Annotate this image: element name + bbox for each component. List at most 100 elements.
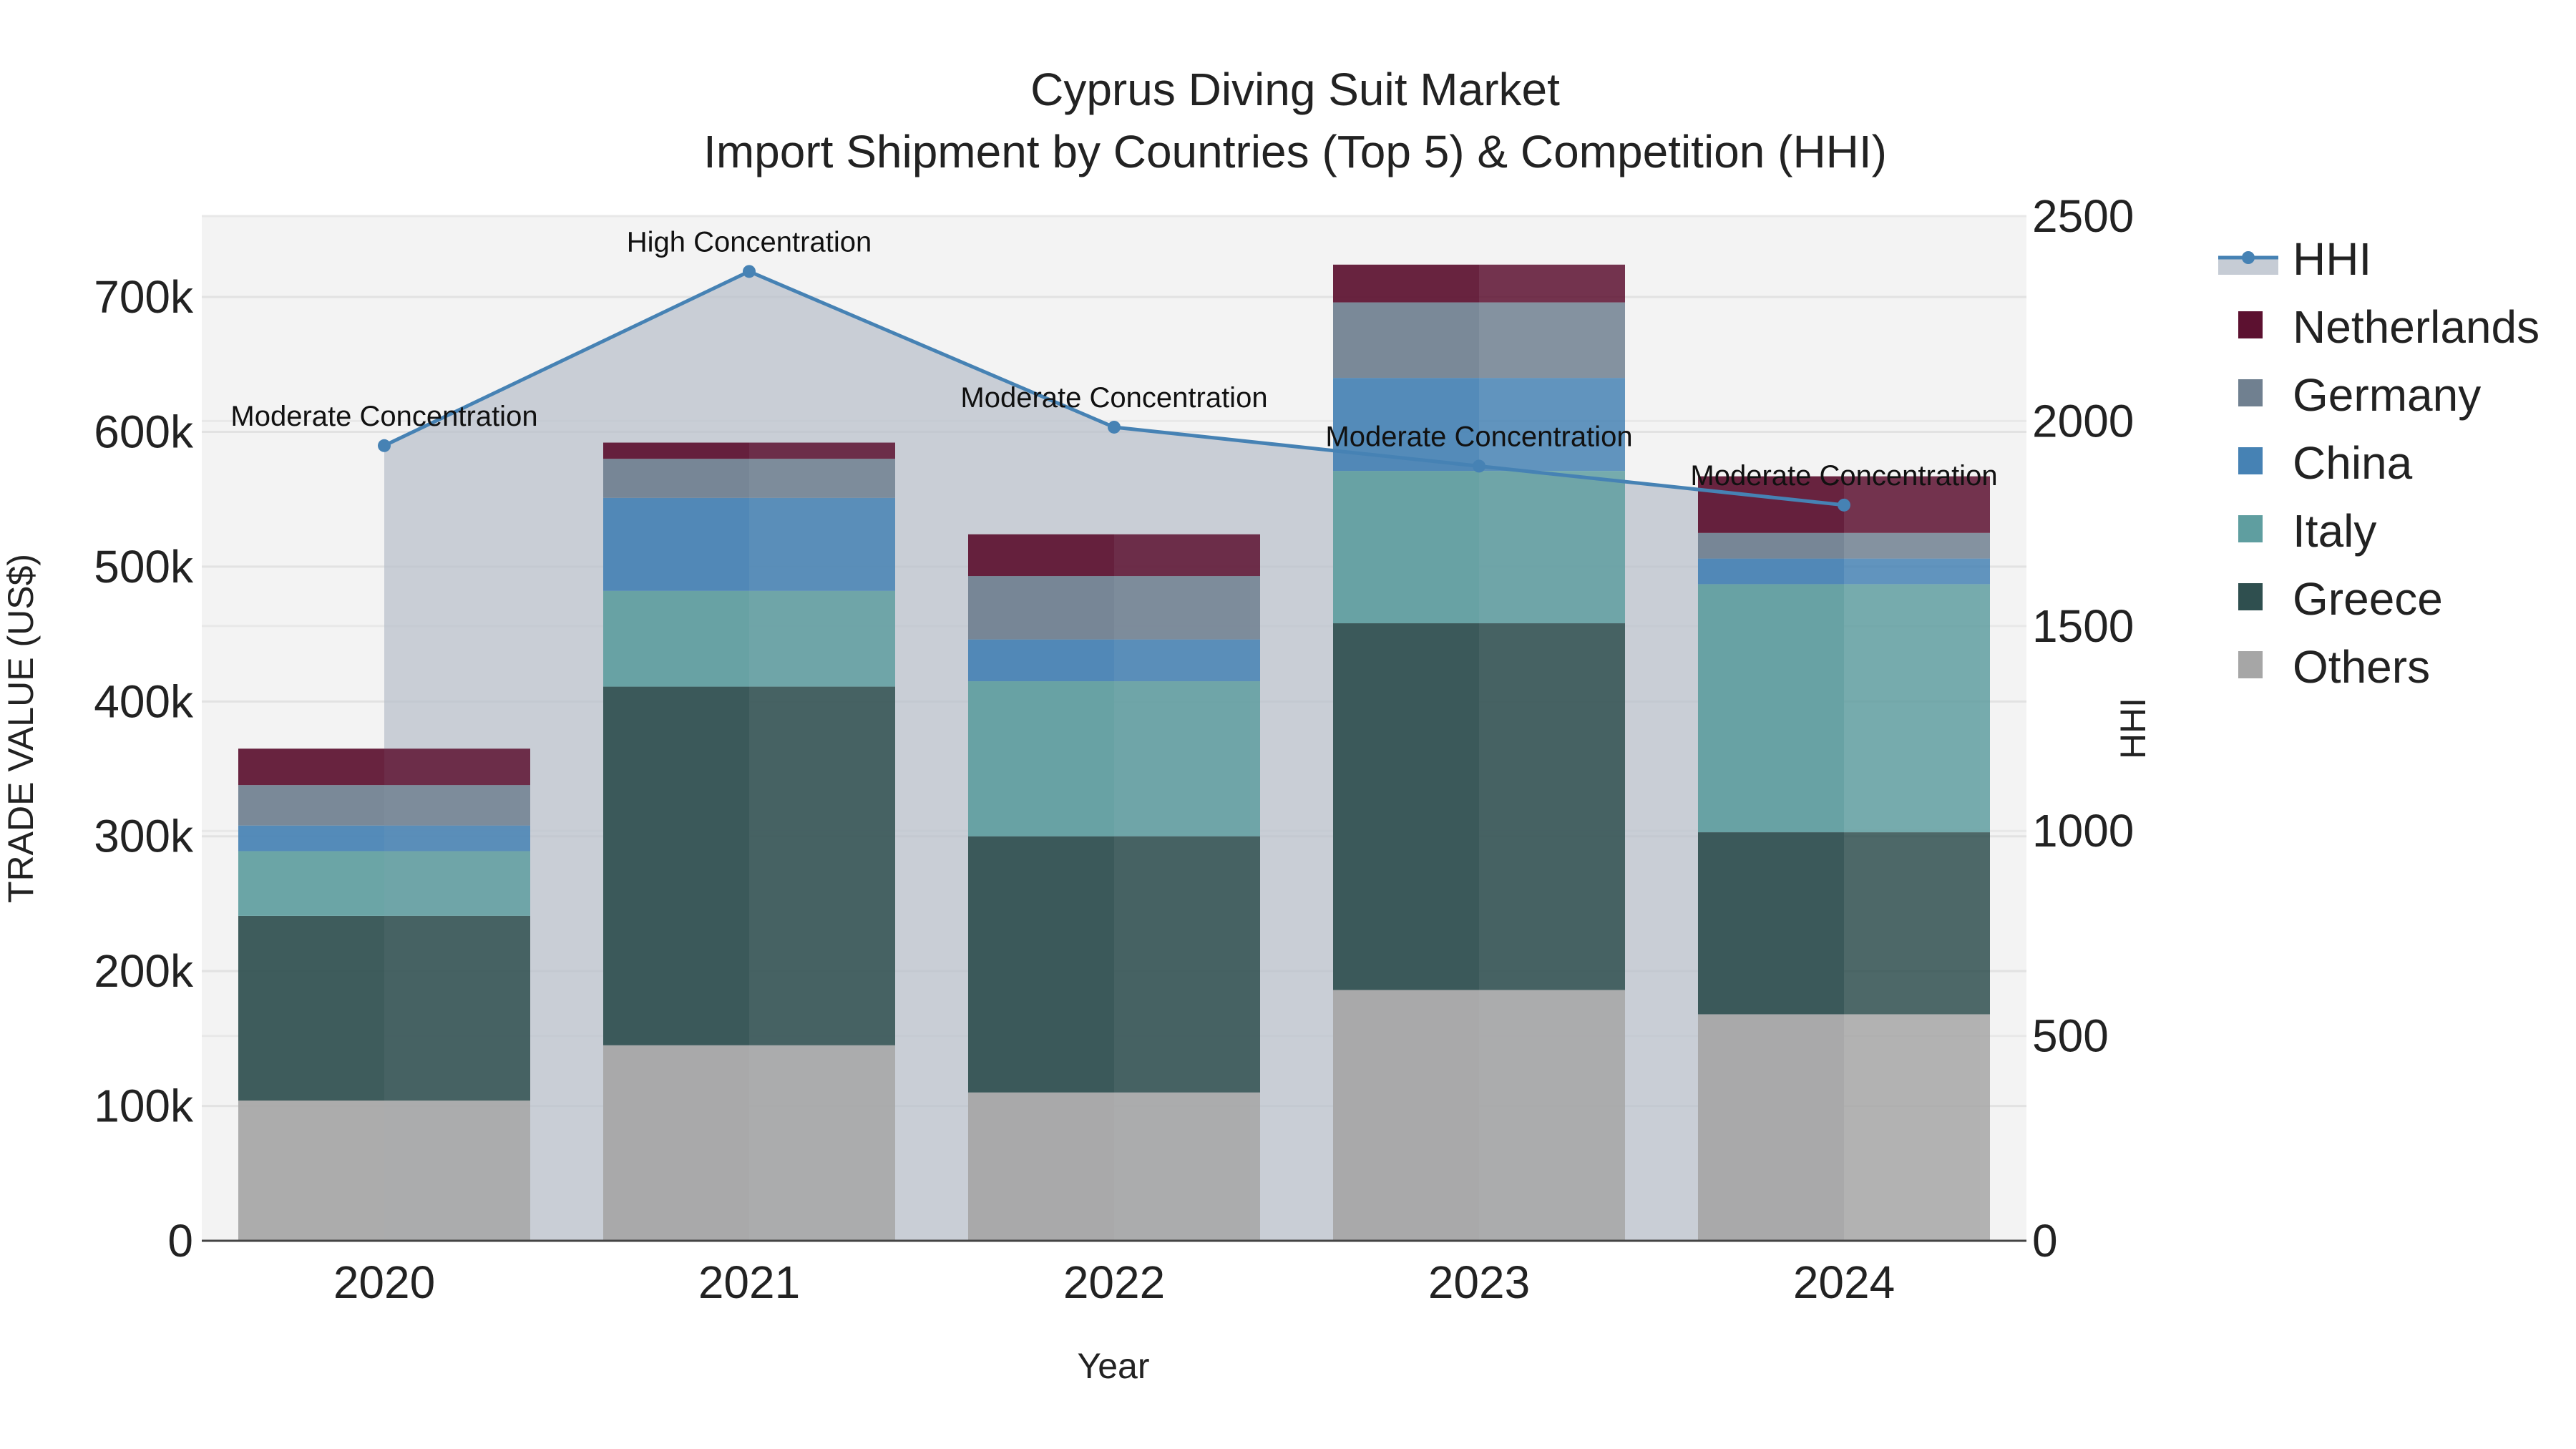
- bar-germany-2024-a: [1698, 532, 1844, 559]
- bar-greece-2020-b: [384, 915, 530, 1101]
- y-tick-label-500k: 500k: [94, 541, 194, 592]
- bar-italy-2021-b: [749, 590, 895, 687]
- bar-germany-2023-b: [1479, 302, 1625, 379]
- bars: [238, 264, 1990, 1241]
- bar-china-2022-a: [968, 639, 1114, 682]
- legend-swatch-netherlands: [2238, 311, 2263, 338]
- legend-label-netherlands: Netherlands: [2293, 301, 2540, 353]
- bar-others-2024-b: [1844, 1014, 1990, 1241]
- bar-netherlands-2021-a: [603, 442, 749, 459]
- bar-china-2021-a: [603, 497, 749, 591]
- hhi-point-2022: [1108, 420, 1121, 434]
- hhi-point-2020: [378, 439, 391, 452]
- bar-netherlands-2023-b: [1479, 264, 1625, 303]
- bar-germany-2023-a: [1333, 302, 1479, 379]
- bar-china-2023-a: [1333, 378, 1479, 472]
- hhi-annotation-2024: Moderate Concentration: [1690, 460, 1997, 492]
- legend-label-italy: Italy: [2293, 505, 2376, 557]
- y2-axis-title: HHI: [2113, 698, 2153, 759]
- x-tick-label-2023: 2023: [1428, 1257, 1530, 1308]
- y2-tick-label-1500: 1500: [2032, 600, 2134, 652]
- bar-greece-2023-a: [1333, 623, 1479, 990]
- bar-netherlands-2022-b: [1114, 534, 1260, 577]
- hhi-annotation-2021: High Concentration: [627, 226, 872, 258]
- x-axis-title: Year: [1077, 1346, 1149, 1386]
- legend-swatch-germany: [2238, 379, 2263, 406]
- bar-others-2023-a: [1333, 990, 1479, 1241]
- bar-china-2023-b: [1479, 378, 1625, 472]
- legend-swatch-china: [2238, 447, 2263, 474]
- y2-tick-label-0: 0: [2032, 1215, 2058, 1267]
- bar-others-2020-a: [238, 1101, 384, 1241]
- y2-tick-label-2000: 2000: [2032, 395, 2134, 447]
- y-tick-label-400k: 400k: [94, 675, 194, 727]
- bar-others-2022-a: [968, 1092, 1114, 1241]
- bar-italy-2024-b: [1844, 584, 1990, 833]
- bar-greece-2024-a: [1698, 832, 1844, 1015]
- legend-label-hhi: HHI: [2293, 233, 2371, 285]
- y-tick-label-0: 0: [167, 1215, 193, 1267]
- bar-china-2022-b: [1114, 639, 1260, 682]
- axes: 0 100k 200k 300k 400k 500k 600k 700k 0 500 1000 150…: [94, 190, 2134, 1308]
- bar-china-2024-a: [1698, 558, 1844, 585]
- bar-others-2021-a: [603, 1045, 749, 1241]
- bar-italy-2023-b: [1479, 471, 1625, 624]
- chart-title: Cyprus Diving Suit Market: [1030, 64, 1560, 115]
- hhi-annotation-2023: Moderate Concentration: [1325, 421, 1632, 452]
- x-tick-label-2024: 2024: [1793, 1257, 1895, 1308]
- bar-netherlands-2024-b: [1844, 476, 1990, 533]
- y-axis-title: TRADE VALUE (US$): [1, 554, 41, 903]
- y-tick-label-700k: 700k: [94, 271, 194, 323]
- bar-germany-2020-b: [384, 785, 530, 826]
- bar-greece-2022-b: [1114, 836, 1260, 1093]
- hhi-annotation-2020: Moderate Concentration: [230, 401, 537, 432]
- bar-italy-2020-a: [238, 851, 384, 916]
- hhi-annotation-2022: Moderate Concentration: [960, 382, 1267, 414]
- bar-italy-2022-b: [1114, 681, 1260, 836]
- bar-greece-2020-a: [238, 915, 384, 1101]
- bar-italy-2021-a: [603, 590, 749, 687]
- hhi-point-2023: [1473, 459, 1485, 473]
- bar-italy-2023-a: [1333, 471, 1479, 624]
- legend-label-greece: Greece: [2293, 573, 2443, 625]
- legend-label-others: Others: [2293, 641, 2430, 693]
- bar-greece-2023-b: [1479, 623, 1625, 990]
- bar-germany-2021-a: [603, 459, 749, 498]
- hhi-line-group: [378, 265, 1850, 512]
- y-tick-label-100k: 100k: [94, 1080, 194, 1132]
- legend-swatch-others: [2238, 651, 2263, 678]
- x-tick-label-2022: 2022: [1063, 1257, 1165, 1308]
- bar-netherlands-2023-a: [1333, 264, 1479, 303]
- bar-china-2024-b: [1844, 558, 1990, 585]
- bar-others-2020-b: [384, 1101, 530, 1241]
- chart-subtitle: Import Shipment by Countries (Top 5) & C…: [703, 126, 1887, 177]
- y-tick-label-200k: 200k: [94, 945, 194, 997]
- legend-swatch-greece: [2238, 583, 2263, 610]
- legend-hhi-marker: [2242, 251, 2255, 264]
- bar-germany-2021-b: [749, 459, 895, 498]
- bar-greece-2021-b: [749, 686, 895, 1045]
- x-tick-label-2020: 2020: [333, 1257, 435, 1308]
- bar-china-2020-b: [384, 825, 530, 852]
- bar-china-2021-b: [749, 497, 895, 591]
- bar-netherlands-2020-b: [384, 748, 530, 786]
- bar-netherlands-2020-a: [238, 748, 384, 786]
- bar-germany-2024-b: [1844, 532, 1990, 559]
- bar-netherlands-2022-a: [968, 534, 1114, 577]
- bar-others-2022-b: [1114, 1092, 1260, 1241]
- bar-china-2020-a: [238, 825, 384, 852]
- y-tick-label-600k: 600k: [94, 406, 194, 457]
- bar-italy-2020-b: [384, 851, 530, 916]
- bar-germany-2022-a: [968, 576, 1114, 640]
- legend-label-china: China: [2293, 437, 2413, 489]
- x-tick-label-2021: 2021: [698, 1257, 800, 1308]
- hhi-annotations: Moderate Concentration High Concentration…: [230, 226, 1997, 491]
- bar-italy-2022-a: [968, 681, 1114, 836]
- bar-germany-2020-a: [238, 785, 384, 826]
- bar-netherlands-2021-b: [749, 442, 895, 459]
- y2-tick-label-1000: 1000: [2032, 805, 2134, 857]
- bar-greece-2021-a: [603, 686, 749, 1045]
- hhi-point-2024: [1838, 498, 1850, 512]
- y-tick-label-300k: 300k: [94, 811, 194, 862]
- legend-label-germany: Germany: [2293, 369, 2481, 421]
